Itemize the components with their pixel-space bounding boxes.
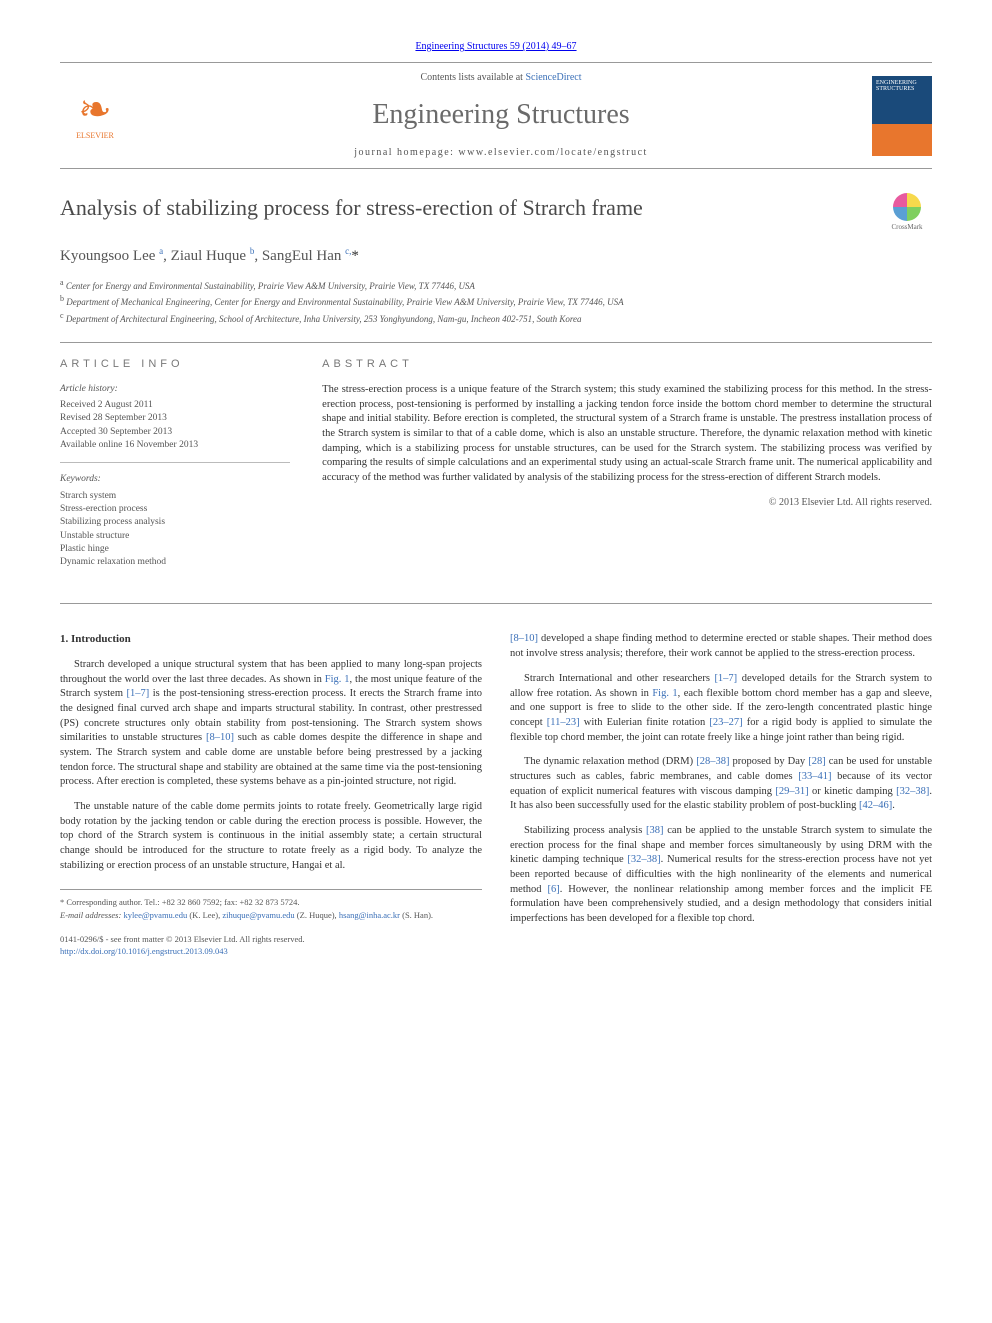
abstract-text: The stress-erection process is a unique … [322, 383, 932, 486]
citation-line: Engineering Structures 59 (2014) 49–67 [60, 40, 932, 54]
issn-line: 0141-0296/$ - see front matter © 2013 El… [60, 934, 482, 946]
publisher-name: ELSEVIER [76, 130, 114, 141]
keywords-block: Keywords: Strarch system Stress-erection… [60, 473, 290, 579]
article-info-heading: ARTICLE INFO [60, 357, 290, 372]
banner-center: Contents lists available at ScienceDirec… [130, 71, 872, 160]
keyword: Stress-erection process [60, 503, 290, 516]
corresponding-author: * Corresponding author. Tel.: +82 32 860… [60, 896, 482, 909]
article-history-block: Article history: Received 2 August 2011 … [60, 383, 290, 463]
doi-link[interactable]: http://dx.doi.org/10.1016/j.engstruct.20… [60, 946, 228, 956]
history-line: Revised 28 September 2013 [60, 412, 290, 425]
contents-prefix: Contents lists available at [420, 72, 525, 83]
history-line: Available online 16 November 2013 [60, 439, 290, 452]
crossmark-badge[interactable]: CrossMark [882, 193, 932, 233]
cover-text: ENGINEERING STRUCTURES [876, 80, 917, 93]
body-paragraph: Stabilizing process analysis [38] can be… [510, 824, 932, 927]
body-paragraph: Strarch developed a unique structural sy… [60, 658, 482, 790]
email-list: kylee@pvamu.edu (K. Lee), zihuque@pvamu.… [123, 910, 433, 920]
email-label: E-mail addresses: [60, 910, 121, 920]
homepage-prefix: journal homepage: [354, 147, 458, 158]
info-abstract-row: ARTICLE INFO Article history: Received 2… [60, 342, 932, 604]
keyword: Strarch system [60, 490, 290, 503]
elsevier-logo[interactable]: ❧ ELSEVIER [60, 76, 130, 156]
elsevier-tree-icon: ❧ [78, 90, 112, 130]
keywords-label: Keywords: [60, 473, 290, 486]
keyword: Stabilizing process analysis [60, 516, 290, 529]
email-addresses: E-mail addresses: kylee@pvamu.edu (K. Le… [60, 909, 482, 922]
sciencedirect-link[interactable]: ScienceDirect [525, 72, 581, 83]
history-line: Received 2 August 2011 [60, 399, 290, 412]
affiliations: a Center for Energy and Environmental Su… [60, 277, 932, 327]
journal-name: Engineering Structures [130, 95, 872, 134]
crossmark-label: CrossMark [891, 223, 922, 233]
affiliation-a: a Center for Energy and Environmental Su… [60, 277, 932, 294]
body-paragraph: The dynamic relaxation method (DRM) [28–… [510, 755, 932, 814]
body-columns: 1. Introduction Strarch developed a uniq… [60, 632, 932, 957]
authors-line: Kyoungsoo Lee a, Ziaul Huque b, SangEul … [60, 245, 932, 267]
journal-cover-thumb[interactable]: ENGINEERING STRUCTURES [872, 76, 932, 156]
history-label: Article history: [60, 383, 290, 396]
body-paragraph: The unstable nature of the cable dome pe… [60, 800, 482, 873]
body-paragraph: Strarch International and other research… [510, 672, 932, 745]
affiliation-b: b Department of Mechanical Engineering, … [60, 293, 932, 310]
keyword: Unstable structure [60, 530, 290, 543]
homepage-url: www.elsevier.com/locate/engstruct [458, 147, 647, 158]
homepage-line: journal homepage: www.elsevier.com/locat… [130, 146, 872, 160]
body-paragraph: [8–10] developed a shape finding method … [510, 632, 932, 661]
article-info: ARTICLE INFO Article history: Received 2… [60, 343, 304, 603]
left-column: 1. Introduction Strarch developed a uniq… [60, 632, 482, 957]
history-line: Accepted 30 September 2013 [60, 426, 290, 439]
section-1-heading: 1. Introduction [60, 632, 482, 647]
contents-line: Contents lists available at ScienceDirec… [130, 71, 872, 85]
keyword: Plastic hinge [60, 543, 290, 556]
abstract-copyright: © 2013 Elsevier Ltd. All rights reserved… [322, 496, 932, 510]
front-matter-line: 0141-0296/$ - see front matter © 2013 El… [60, 934, 482, 958]
right-column: [8–10] developed a shape finding method … [510, 632, 932, 957]
header-banner: ❧ ELSEVIER Contents lists available at S… [60, 62, 932, 169]
footnotes: * Corresponding author. Tel.: +82 32 860… [60, 889, 482, 922]
affiliation-c: c Department of Architectural Engineerin… [60, 310, 932, 327]
abstract-heading: ABSTRACT [322, 357, 932, 372]
article-title: Analysis of stabilizing process for stre… [60, 193, 882, 224]
crossmark-icon [893, 193, 921, 221]
citation-link[interactable]: Engineering Structures 59 (2014) 49–67 [415, 41, 576, 52]
keyword: Dynamic relaxation method [60, 556, 290, 569]
abstract: ABSTRACT The stress-erection process is … [304, 343, 932, 603]
